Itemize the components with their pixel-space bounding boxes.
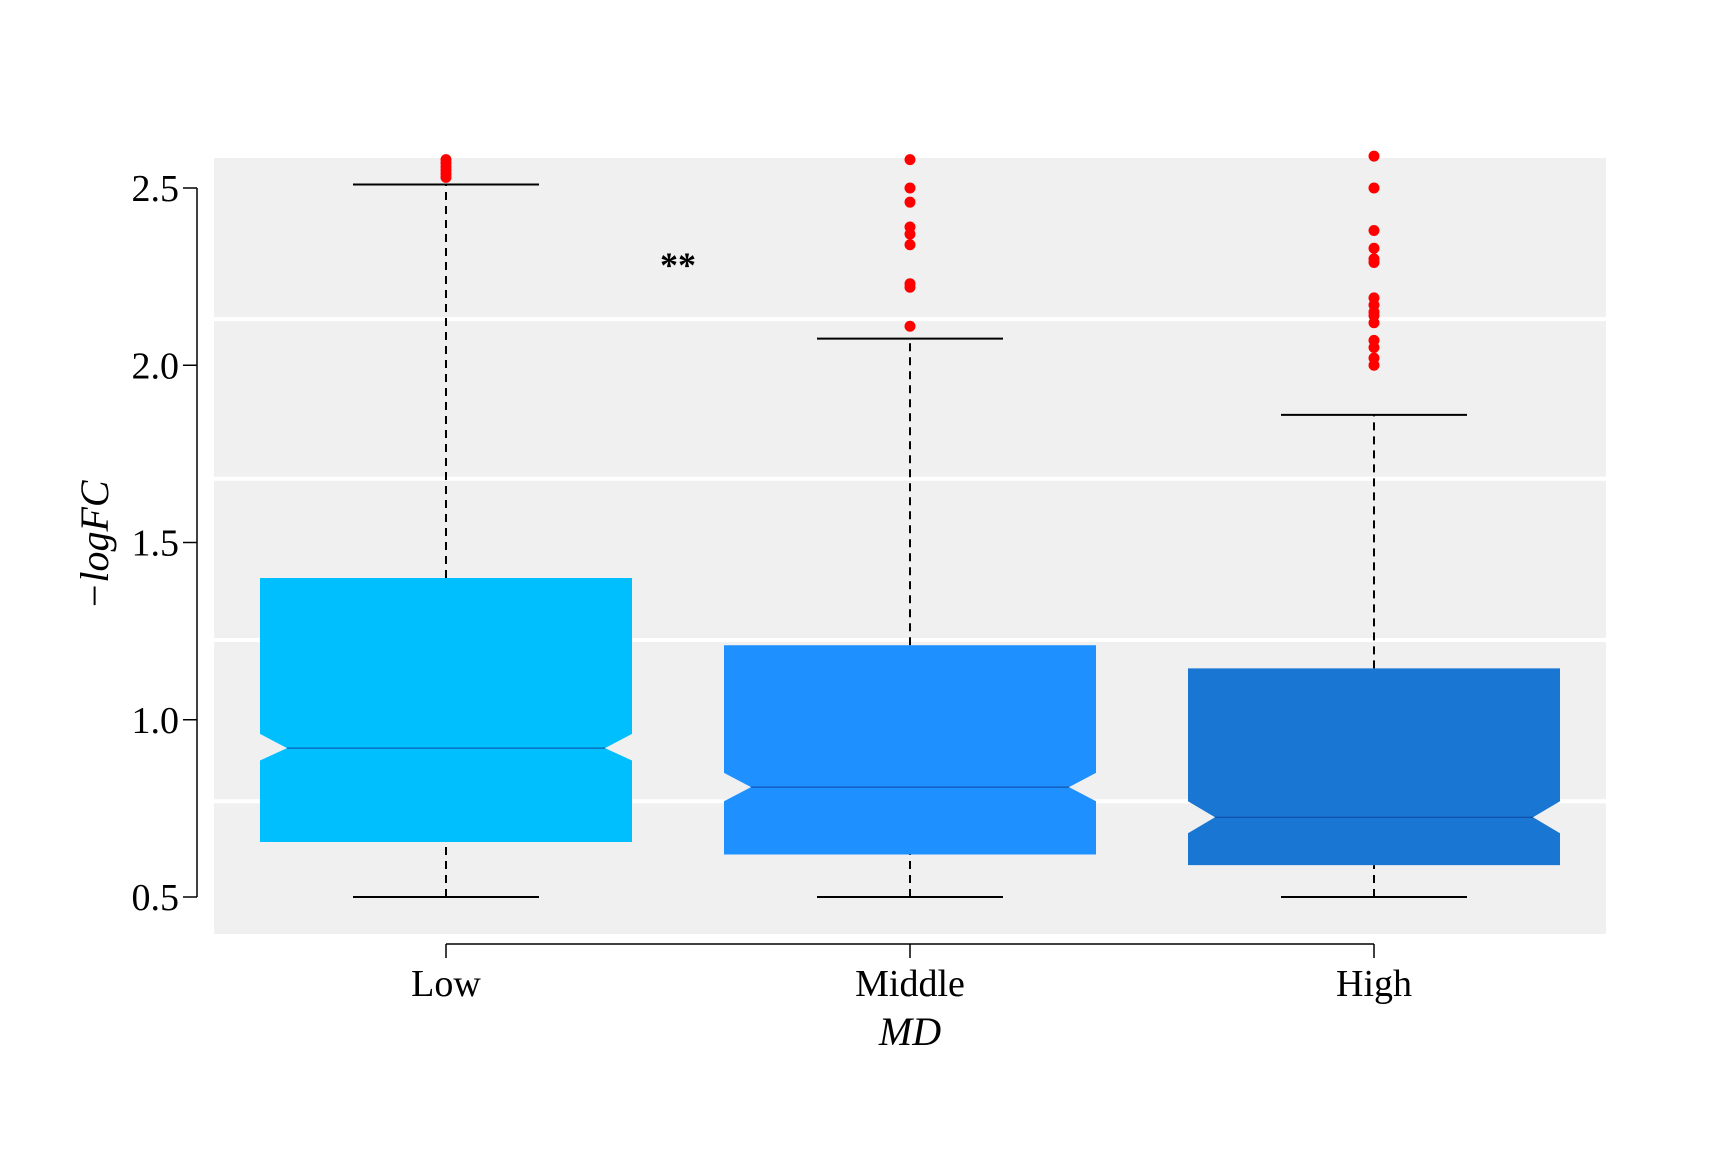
box-middle (724, 645, 1096, 855)
y-tick-label: 0.5 (132, 877, 180, 919)
outlier-point (904, 196, 916, 208)
outlier-point (1368, 334, 1380, 346)
y-tick-label: 1.0 (132, 700, 180, 742)
box-high (1188, 668, 1560, 866)
box-group-low (260, 154, 632, 898)
box-group-middle (724, 154, 1096, 898)
outlier-point (1368, 292, 1380, 304)
box-low (260, 577, 632, 843)
outlier-point (1368, 352, 1380, 364)
outlier-point (904, 239, 916, 251)
x-tick-label: High (1336, 963, 1412, 1005)
y-axis-title: −logFC (72, 479, 117, 610)
x-axis: Low Middle High (411, 943, 1412, 1005)
y-axis: 0.5 1.0 1.5 2.0 2.5 (132, 168, 198, 919)
x-tick-label: Low (411, 963, 481, 1005)
outlier-point (904, 320, 916, 332)
outlier-point (1368, 242, 1380, 254)
x-axis-title: MD (878, 1009, 941, 1054)
outlier-point (904, 182, 916, 194)
outlier-point (440, 154, 452, 166)
outlier-point (904, 154, 916, 166)
outlier-point (904, 221, 916, 233)
y-tick-label: 2.5 (132, 168, 180, 210)
x-tick-label: Middle (855, 963, 965, 1005)
y-tick-label: 1.5 (132, 523, 180, 565)
boxes (260, 150, 1560, 898)
box-group-high (1188, 150, 1560, 898)
outlier-point (1368, 225, 1380, 237)
outlier-point (1368, 150, 1380, 162)
outlier-point (1368, 182, 1380, 194)
outlier-point (904, 278, 916, 290)
outlier-point (1368, 253, 1380, 265)
significance-annotation: ** (660, 245, 696, 285)
y-tick-label: 2.0 (132, 345, 180, 387)
